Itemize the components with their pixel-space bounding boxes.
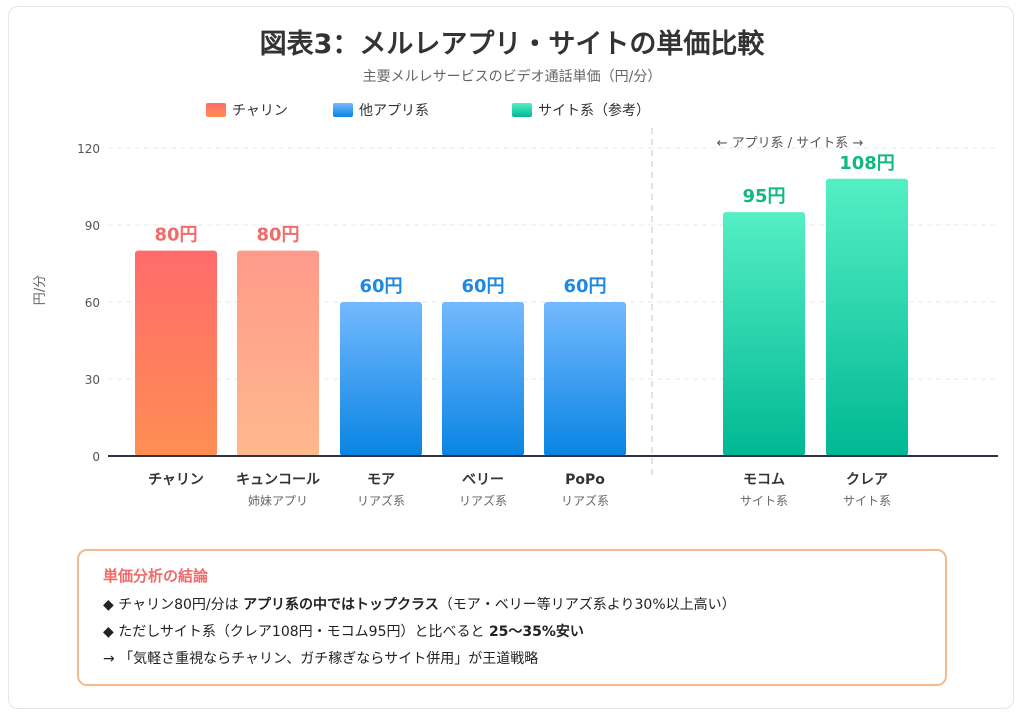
bar-2 [340,302,422,456]
chart-title: 図表3：メルレアプリ・サイトの単価比較 [259,29,765,60]
category-sublabel: 姉妹アプリ [248,493,308,508]
y-axis-label: 円/分 [33,275,48,305]
conclusion-heading: 単価分析の結論 [103,567,209,585]
legend-item-charin: チャリン [206,101,288,119]
legend-label-site: サイト系（参考） [538,103,650,119]
y-tick-label: 30 [85,373,100,387]
conclusion-line-2: ◆ ただしサイト系（クレア108円・モコム95円）と比べると 25〜35%安い [103,621,921,641]
category-sublabel: サイト系 [740,494,788,508]
conclusion-line-2-pre: ◆ ただしサイト系（クレア108円・モコム95円）と比べると [103,624,485,640]
bar-layer [108,178,998,457]
chart-subtitle: 主要メルレサービスのビデオ通話単価（円/分） [362,69,662,85]
bar-3 [442,302,524,456]
conclusion-box: 単価分析の結論 ◆ チャリン80円/分は アプリ系の中ではトップクラス（モア・ベ… [77,549,947,686]
category-sublabel: リアズ系 [561,493,609,508]
value-label: 60円 [359,276,402,297]
legend-item-app: 他アプリ系 [333,101,429,119]
category-label: PoPo [565,472,605,488]
y-tick-label: 120 [77,142,100,156]
value-label: 60円 [563,276,606,297]
bar-5 [723,212,805,456]
bar-4 [544,302,626,456]
bar-1 [237,250,319,456]
category-sublabel: リアズ系 [459,493,507,508]
legend-label-app: 他アプリ系 [359,103,429,119]
conclusion-line-1-bold: アプリ系の中ではトップクラス [243,597,439,613]
y-tick-label: 0 [92,450,100,464]
conclusion-line-3: → 「気軽さ重視ならチャリン、ガチ稼ぎならサイト併用」が王道戦略 [103,651,539,667]
conclusion-line-2-bold: 25〜35%安い [488,624,584,640]
chart-frame [8,6,1014,709]
value-label: 108円 [839,153,895,174]
conclusion-line-1-post: （モア・ベリー等リアズ系より30%以上高い） [438,597,736,613]
conclusion-line-1: ◆ チャリン80円/分は アプリ系の中ではトップクラス（モア・ベリー等リアズ系よ… [103,594,921,614]
category-label: ベリー [462,472,504,488]
conclusion-line-1-pre: ◆ チャリン80円/分は [103,597,239,613]
value-label: 80円 [154,225,197,246]
bar-6 [826,178,908,457]
legend-label-charin: チャリン [232,103,288,119]
divider-label: ← アプリ系 / サイト系 → [717,136,864,151]
category-label: キュンコール [236,472,320,488]
value-label: 60円 [461,276,504,297]
legend-swatch-site [512,103,532,117]
category-label: クレア [846,472,888,488]
category-label: モア [367,472,395,488]
y-tick-label: 90 [85,219,100,233]
bar-0 [135,250,217,456]
category-label: チャリン [148,472,204,488]
value-label: 95円 [742,186,785,207]
legend-item-site: サイト系（参考） [512,101,650,119]
category-sublabel: リアズ系 [357,493,405,508]
value-label: 80円 [256,225,299,246]
category-label: モコム [743,472,785,488]
category-sublabel: サイト系 [843,494,891,508]
legend-swatch-charin [206,103,226,117]
legend-swatch-app [333,103,353,117]
y-tick-label: 60 [85,296,100,310]
